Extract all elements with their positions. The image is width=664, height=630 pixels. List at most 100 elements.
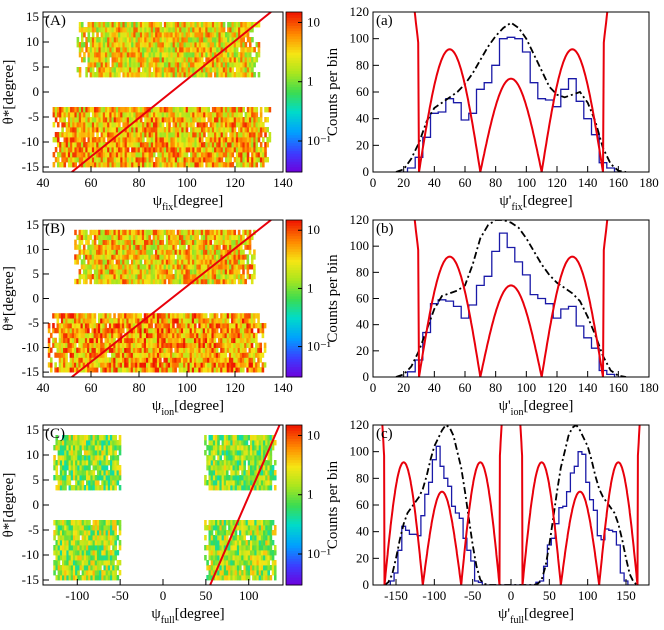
heatmap-cell bbox=[85, 162, 88, 168]
heatmap-cell bbox=[94, 72, 97, 78]
heatmap-cell bbox=[157, 67, 160, 73]
heatmap-cell bbox=[86, 570, 89, 576]
heatmap-cell bbox=[169, 352, 173, 358]
heatmap-cell bbox=[209, 147, 213, 153]
heatmap-cell bbox=[166, 152, 169, 158]
heatmap-cell bbox=[191, 332, 195, 339]
heatmap-cell bbox=[248, 107, 252, 113]
heatmap-cell bbox=[119, 362, 123, 368]
heatmap-cell bbox=[242, 47, 245, 53]
heatmap-cell bbox=[179, 32, 182, 38]
heatmap-cell bbox=[100, 32, 104, 38]
heatmap-cell bbox=[209, 229, 213, 236]
heatmap-cell bbox=[54, 107, 58, 113]
heatmap-cell bbox=[209, 152, 213, 158]
heatmap-cell bbox=[152, 32, 156, 38]
heatmap-cell bbox=[74, 239, 77, 245]
heatmap-cell bbox=[259, 327, 263, 334]
heatmap-cell bbox=[227, 147, 230, 153]
heatmap-cell bbox=[216, 254, 219, 260]
heatmap-cell bbox=[99, 525, 102, 531]
heatmap-cell bbox=[89, 47, 93, 53]
heatmap-cell bbox=[174, 313, 177, 319]
heatmap-cell bbox=[159, 122, 163, 128]
heatmap-cell bbox=[102, 42, 106, 48]
heatmap-cell bbox=[163, 249, 167, 255]
heatmap-cell bbox=[102, 62, 106, 68]
heatmap-cell bbox=[112, 565, 115, 571]
heatmap-cell bbox=[220, 32, 224, 38]
heatmap-cell bbox=[119, 332, 123, 339]
heatmap-cell bbox=[222, 352, 225, 358]
heatmap-cell bbox=[64, 530, 67, 536]
heatmap-cell bbox=[163, 107, 167, 113]
heatmap-cell bbox=[163, 347, 167, 353]
heatmap-cell bbox=[92, 460, 96, 466]
heatmap-cell bbox=[259, 142, 263, 148]
heatmap-cell bbox=[243, 485, 246, 491]
heatmap-cell bbox=[98, 278, 101, 285]
heatmap-cell bbox=[264, 152, 267, 158]
heatmap-cell bbox=[83, 132, 86, 138]
heatmap-cell bbox=[241, 362, 245, 368]
heatmap-cell bbox=[101, 465, 104, 471]
heatmap-cell bbox=[259, 152, 263, 158]
heatmap-cell bbox=[63, 313, 66, 319]
heatmap-cell bbox=[118, 47, 121, 53]
heatmap-cell bbox=[96, 42, 99, 48]
heatmap-cell bbox=[229, 127, 232, 133]
heatmap-cell bbox=[111, 337, 114, 344]
heatmap-cell bbox=[88, 555, 91, 561]
heatmap-cell bbox=[210, 480, 214, 486]
heatmap-cell bbox=[130, 342, 134, 348]
heatmap-cell bbox=[216, 72, 219, 78]
heatmap-cell bbox=[166, 112, 169, 118]
color-bar-step bbox=[286, 358, 302, 362]
heatmap-cell bbox=[103, 445, 107, 451]
heatmap-cell bbox=[251, 127, 254, 133]
heatmap-cell bbox=[191, 342, 195, 348]
heatmap-cell bbox=[70, 545, 74, 551]
color-bar-step bbox=[286, 129, 302, 133]
heatmap-cell bbox=[224, 127, 228, 133]
heatmap-cell bbox=[73, 352, 77, 358]
heatmap-cell bbox=[255, 347, 258, 353]
heatmap-cell bbox=[113, 249, 117, 255]
heatmap-cell bbox=[87, 234, 90, 241]
heatmap-cell bbox=[92, 545, 96, 551]
heatmap-cell bbox=[104, 352, 108, 358]
heatmap-cell bbox=[86, 550, 89, 556]
heatmap-cell bbox=[146, 162, 149, 168]
heatmap-cell bbox=[221, 470, 225, 476]
heatmap-cell bbox=[137, 157, 141, 163]
heatmap-cell bbox=[105, 530, 109, 536]
heatmap-cell bbox=[135, 254, 138, 260]
heatmap-cell bbox=[67, 362, 71, 368]
heatmap-cell bbox=[183, 42, 187, 48]
heatmap-cell bbox=[187, 27, 191, 33]
heatmap-cell bbox=[113, 147, 117, 153]
heatmap-cell bbox=[118, 52, 121, 58]
heatmap-cell bbox=[135, 259, 138, 265]
heatmap-cell bbox=[156, 323, 160, 329]
heatmap-cell bbox=[104, 22, 108, 28]
heatmap-cell bbox=[94, 445, 98, 451]
heatmap-cell bbox=[155, 107, 158, 113]
color-bar-step bbox=[286, 345, 302, 349]
heatmap-cell bbox=[135, 52, 139, 58]
heatmap-cell bbox=[76, 107, 80, 113]
heatmap-cell bbox=[152, 278, 156, 285]
heatmap-cell bbox=[122, 27, 125, 33]
heatmap-cell bbox=[137, 367, 140, 373]
heatmap-cell bbox=[179, 57, 182, 63]
heatmap-cell bbox=[176, 127, 180, 133]
heatmap-cell bbox=[233, 327, 236, 334]
heatmap-cell bbox=[78, 117, 82, 123]
heatmap-cell bbox=[132, 332, 136, 339]
heatmap-cell bbox=[172, 132, 176, 138]
heatmap-cell bbox=[106, 234, 110, 241]
heatmap-cell bbox=[60, 342, 64, 348]
heatmap-cell bbox=[83, 117, 86, 123]
heatmap-cell bbox=[93, 244, 97, 250]
heatmap-cell bbox=[59, 460, 63, 466]
